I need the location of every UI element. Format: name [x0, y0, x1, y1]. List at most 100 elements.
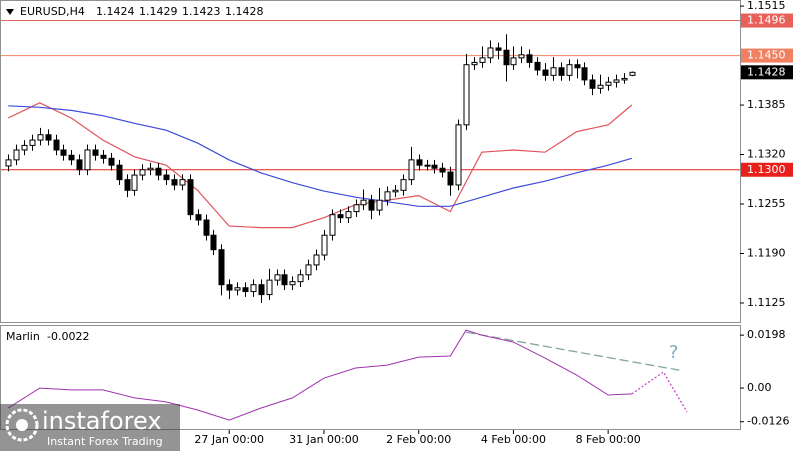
candle-body [226, 284, 233, 291]
candle-body [431, 164, 438, 169]
candle-body [139, 169, 146, 176]
indicator-name: Marlin [6, 330, 40, 343]
candle-body [566, 64, 573, 76]
candle-body [408, 159, 415, 181]
candle-body [550, 67, 557, 76]
trendline [465, 331, 680, 371]
price-pane [0, 0, 741, 323]
candle-body [155, 167, 162, 176]
candle-body [29, 139, 36, 146]
x-tick-label: 27 Jan 00:00 [194, 433, 264, 446]
y-tick-label: 1.1255 [747, 197, 786, 210]
candle-body [605, 81, 612, 86]
candle-body [289, 281, 296, 286]
candle-body [60, 149, 67, 156]
candle-body [124, 179, 131, 191]
level-label: 1.1300 [747, 163, 786, 176]
candle-body [368, 199, 375, 211]
candle-body [218, 249, 225, 286]
candle-body [250, 284, 257, 293]
candle-body [463, 64, 470, 126]
last-price-box [741, 65, 793, 80]
candle-body [179, 179, 186, 186]
candle-body [147, 167, 154, 171]
level-label: 1.1450 [747, 49, 786, 62]
candle-body [53, 139, 60, 151]
low-value: 1.1423 [182, 5, 221, 18]
candle-body [92, 149, 99, 156]
candle-body [510, 57, 517, 66]
indicator-line [7, 329, 632, 421]
candle-body [266, 279, 273, 296]
candle-body [163, 174, 170, 181]
x-tick-label: 31 Jan 00:00 [289, 433, 359, 446]
candle-body [392, 189, 399, 193]
candle-body [258, 284, 265, 296]
symbol-title: EURUSD,H4 [20, 5, 85, 18]
candle-body [455, 124, 462, 186]
candle-body [321, 234, 328, 256]
candle-body [305, 264, 312, 276]
candle-body [203, 219, 210, 236]
moving-average [8, 105, 632, 207]
candle-body [108, 157, 115, 166]
candle-body [37, 134, 44, 141]
candle-body [439, 167, 446, 173]
candle-body [495, 47, 502, 51]
candle-body [242, 287, 249, 293]
candle-body [100, 154, 107, 159]
candle-body [13, 149, 20, 161]
indicator-pane [0, 325, 741, 430]
close-value: 1.1428 [225, 5, 264, 18]
candle-body [542, 69, 549, 76]
candle-body [416, 159, 423, 166]
candle-body [447, 171, 454, 186]
candle-body [234, 287, 241, 291]
moving-average [7, 102, 633, 229]
candle-body [329, 214, 336, 236]
candle-body [281, 274, 288, 286]
candle-body [424, 164, 431, 167]
y-tick-label: 0.0198 [747, 328, 786, 341]
collapse-icon [6, 9, 14, 15]
level-label-box [741, 13, 793, 28]
candle-body [487, 47, 494, 59]
y-tick-label: -0.0126 [747, 415, 789, 428]
candle-body [589, 79, 596, 89]
candle-body [187, 179, 194, 216]
forecast-line [631, 371, 688, 413]
candle-body [518, 54, 525, 59]
y-tick-label: 1.1125 [747, 296, 786, 309]
candle-body [76, 159, 83, 171]
candle-body [479, 57, 486, 63]
candle-body [45, 134, 52, 141]
open-value: 1.1424 [96, 5, 135, 18]
candle-body [360, 199, 367, 206]
watermark-tagline: Instant Forex Trading [47, 435, 163, 448]
y-tick-label: 1.1385 [747, 98, 786, 111]
y-tick-label: 1.1190 [747, 246, 786, 259]
level-label: 1.1496 [747, 14, 786, 27]
candle-body [5, 159, 12, 167]
candle-body [21, 144, 28, 151]
candle-body [526, 54, 533, 63]
candle-body [68, 154, 75, 161]
candle-body [171, 179, 178, 186]
candle-body [353, 204, 360, 213]
candle-body [471, 61, 478, 66]
watermark-logo [5, 408, 39, 442]
candle-body [534, 61, 541, 71]
candle-body [195, 214, 202, 221]
candle-body [297, 274, 304, 283]
candle-body [116, 164, 123, 181]
y-tick-label: 1.1320 [747, 148, 786, 161]
candle-body [376, 199, 383, 211]
x-tick-label: 2 Feb 00:00 [386, 433, 451, 446]
y-tick-label: 0.00 [747, 381, 772, 394]
candle-body [384, 191, 391, 201]
annotation: ? [669, 342, 679, 363]
x-tick-label: 8 Feb 00:00 [576, 433, 641, 446]
